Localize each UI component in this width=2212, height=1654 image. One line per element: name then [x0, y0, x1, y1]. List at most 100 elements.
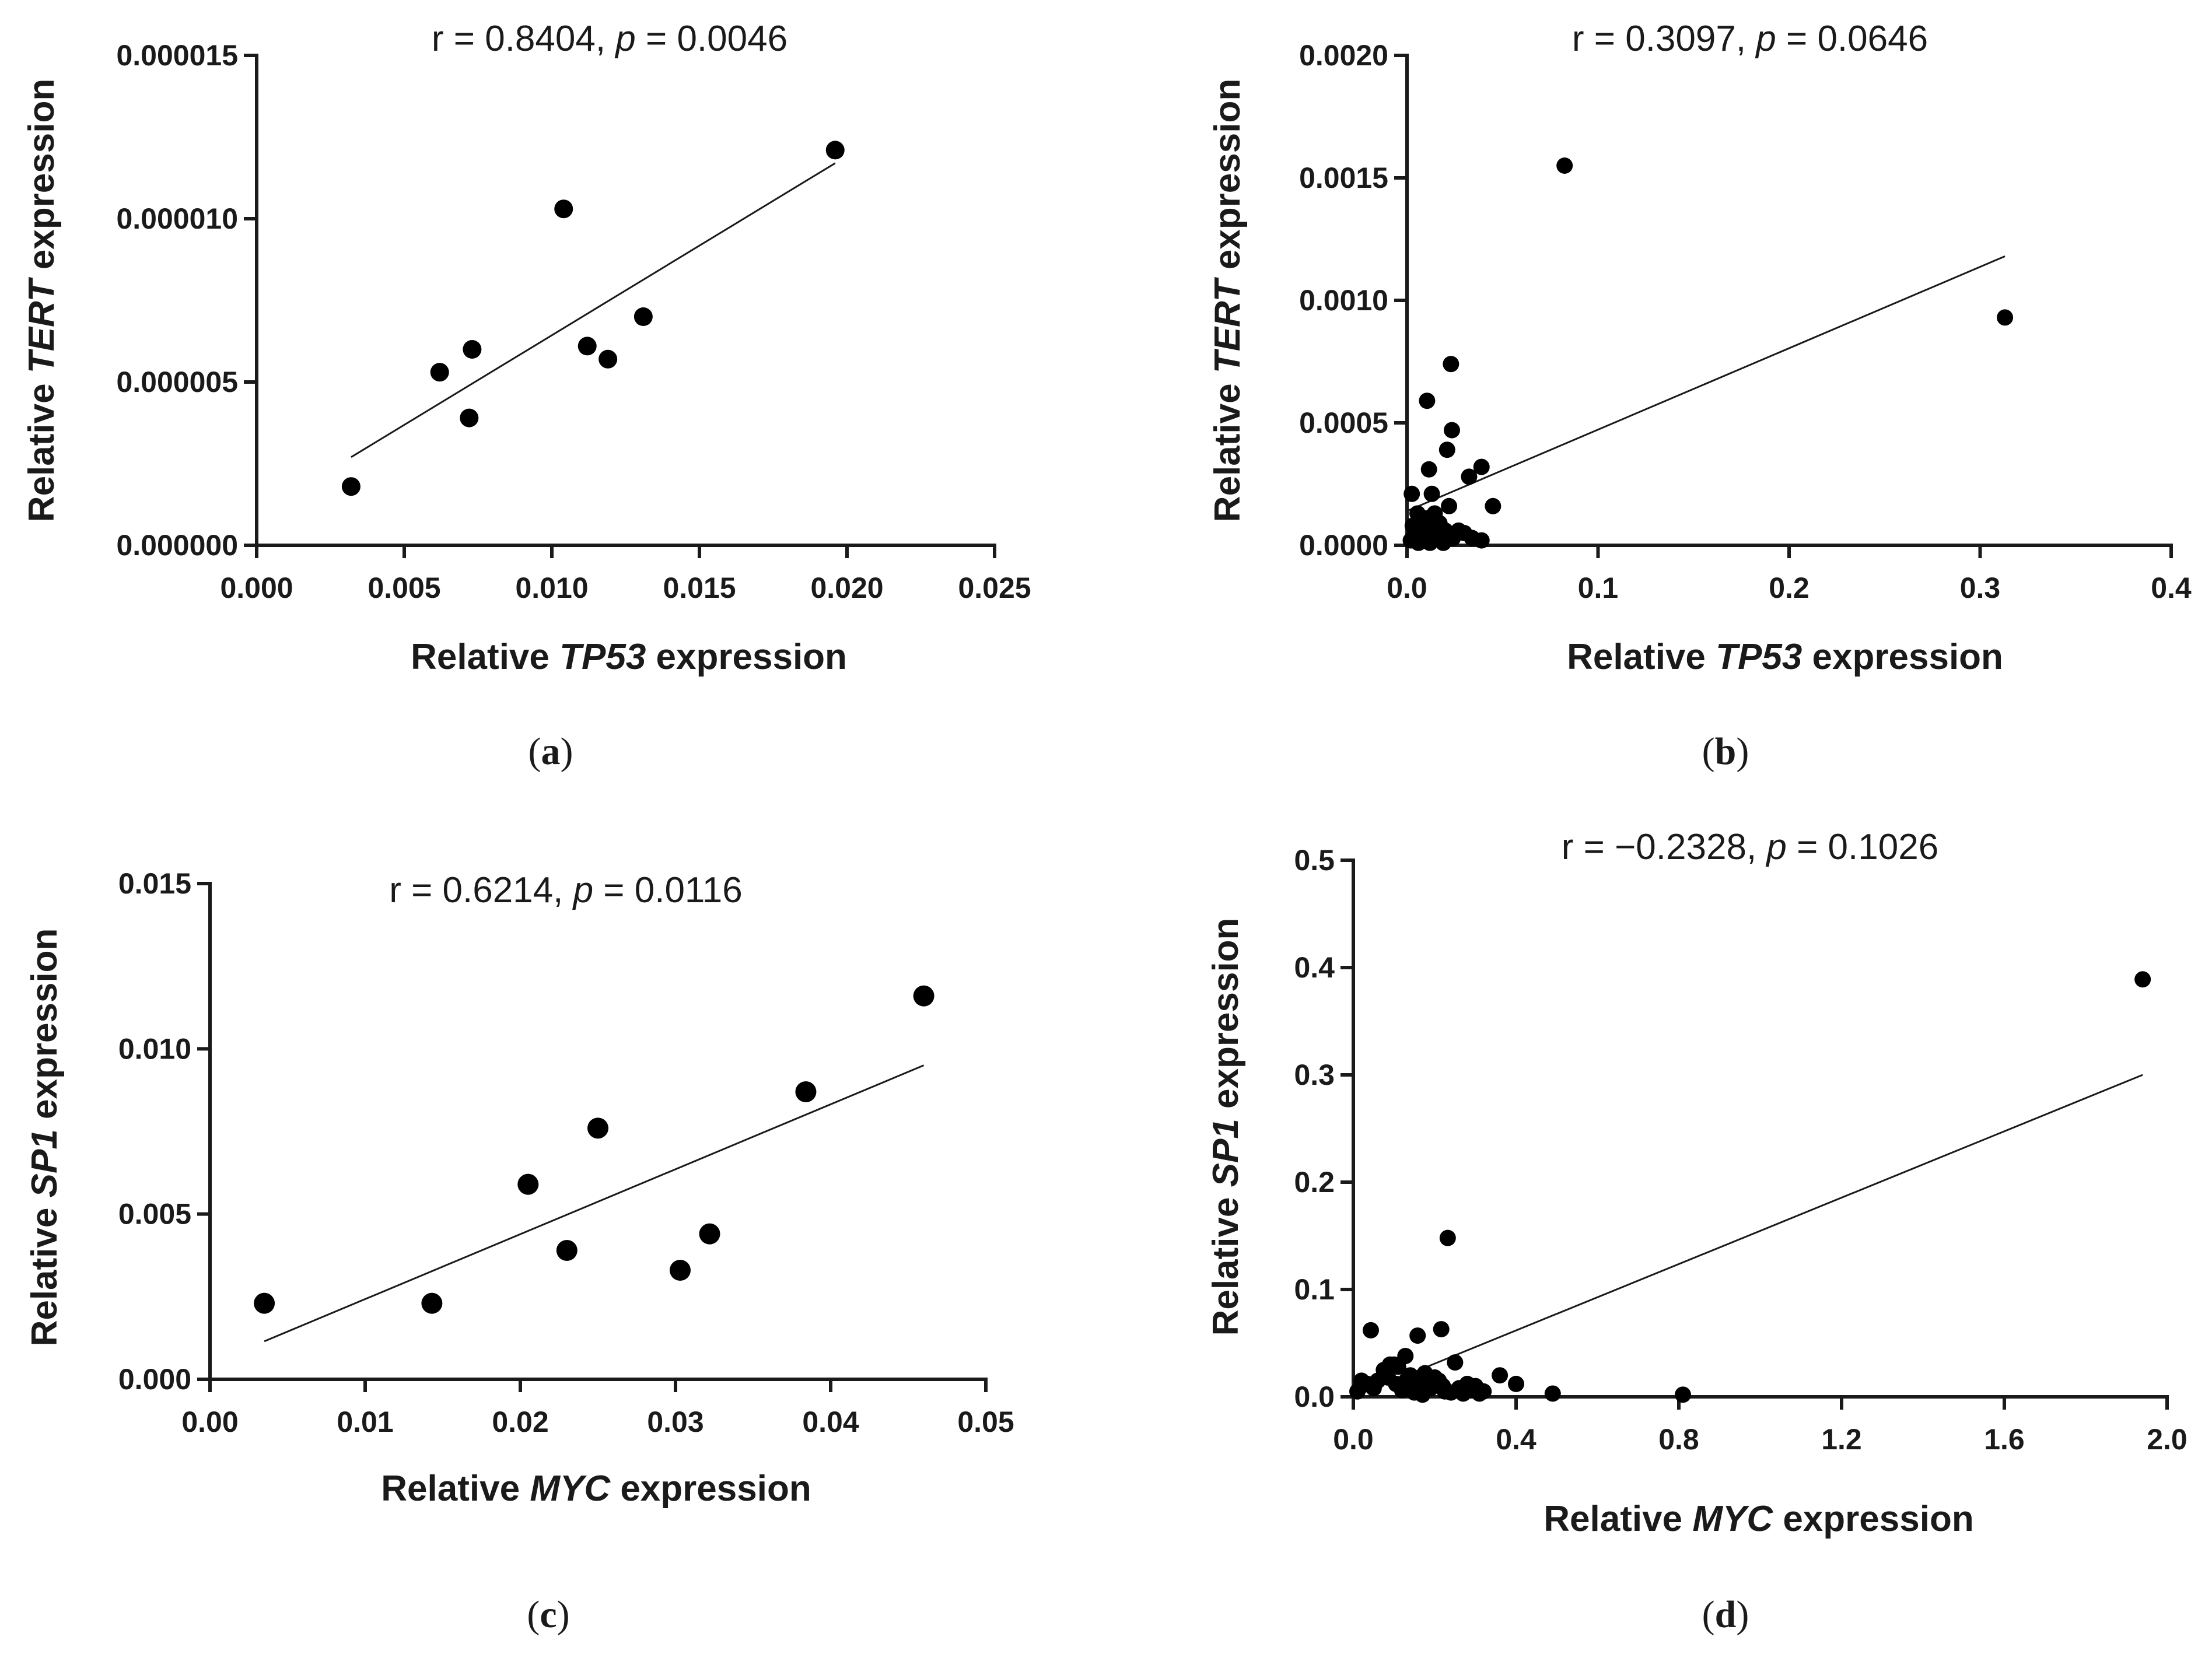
panel-a-data-point: [598, 349, 618, 369]
panel-d-data-point: [1365, 1380, 1382, 1397]
panel-b-data-point: [1419, 393, 1436, 409]
panel-d-data-point: [1492, 1367, 1508, 1384]
panel-c-data-point: [517, 1173, 539, 1195]
panel-d-x-axis-label: Relative MYC expression: [1544, 1499, 1973, 1539]
panel-a-y-tick-label: 0.000000: [116, 529, 238, 562]
panel-c-y-axis-label: Relative SP1 expression: [24, 928, 65, 1347]
panel-d-data-point: [1385, 1356, 1402, 1373]
panel-b-data-point: [1441, 497, 1458, 514]
panel-b-data-point: [1556, 157, 1573, 174]
panel-d-x-tick-label: 0.0: [1333, 1423, 1374, 1456]
panel-c-data-point: [669, 1260, 691, 1281]
panel-d-data-point: [1439, 1229, 1456, 1246]
panel-a-data-point: [554, 199, 573, 219]
panel-d-data-point: [1388, 1375, 1405, 1392]
panel-d-data-point: [1362, 1322, 1379, 1338]
panel-b-x-tick-label: 0.4: [2151, 572, 2192, 604]
panel-d-regression-line: [1353, 1074, 2143, 1398]
panel-c-x-tick-label: 0.03: [647, 1406, 704, 1438]
panel-b-y-tick-label: 0.0010: [1299, 284, 1388, 317]
panel-a-y-tick-label: 0.000005: [116, 366, 238, 398]
panel-b-data-point: [1404, 485, 1420, 502]
panel-d-data-point: [1436, 1383, 1453, 1400]
panel-d-data-point: [1674, 1386, 1691, 1403]
panel-b: r = 0.3097, p = 0.0646 Relative TP53 exp…: [1208, 19, 2192, 773]
panel-a-x-tick-label: 0.015: [663, 572, 736, 604]
panel-d-y-tick-label: 0.5: [1294, 844, 1335, 877]
panel-b-data-point: [1435, 534, 1452, 551]
panel-d-data-point: [1463, 1382, 1480, 1399]
panel-b-data-point: [1461, 468, 1478, 485]
panel-a: r = 0.8404, p = 0.0046 Relative TP53 exp…: [22, 19, 1031, 773]
panel-a-x-tick-label: 0.005: [368, 572, 440, 604]
panel-b-x-tick-label: 0.2: [1769, 572, 1810, 604]
panel-a-y-axis-label: Relative TERT expression: [22, 79, 62, 522]
panel-d-x-tick-label: 1.2: [1821, 1423, 1862, 1456]
panel-b-y-tick-label: 0.0000: [1299, 529, 1388, 562]
panel-d-data-point: [2134, 971, 2151, 988]
panel-b-data-point: [1473, 458, 1490, 475]
panel-c-regression-line: [264, 1064, 925, 1343]
panel-a-regression-line: [351, 162, 836, 458]
panel-b-y-tick-label: 0.0020: [1299, 39, 1388, 72]
panel-b-data-point: [1485, 497, 1502, 514]
panel-d-data-point: [1508, 1375, 1524, 1392]
panel-a-x-tick-label: 0.000: [220, 572, 293, 604]
panel-c-data-point: [421, 1292, 443, 1314]
panel-d-label: (d): [1702, 1593, 1749, 1636]
panel-b-data-point: [1997, 309, 2014, 326]
panel-d-x-tick-label: 1.6: [1984, 1423, 2025, 1456]
panel-c-data-point: [913, 985, 935, 1007]
panel-c-x-tick-label: 0.01: [337, 1406, 393, 1438]
panel-c-data-point: [254, 1292, 275, 1314]
panel-b-x-axis-label: Relative TP53 expression: [1567, 637, 2003, 677]
panel-b-x-tick-label: 0.0: [1387, 572, 1427, 604]
panel-b-regression-line: [1406, 255, 2006, 512]
panel-c-x-tick-label: 0.05: [957, 1406, 1014, 1438]
panel-d-data-point: [1447, 1354, 1464, 1371]
panel-a-data-point: [341, 477, 360, 496]
panel-c-y-tick-label: 0.015: [118, 867, 191, 900]
panel-b-x-tick-label: 0.1: [1578, 572, 1619, 604]
panel-b-data-point: [1473, 532, 1490, 549]
panel-c-data-point: [556, 1240, 578, 1261]
panel-d-x-tick-label: 0.4: [1496, 1423, 1536, 1456]
panel-a-data-point: [463, 340, 482, 359]
panel-b-y-tick-label: 0.0015: [1299, 162, 1388, 194]
panel-b-data-point: [1420, 461, 1437, 478]
panel-d-x-tick-label: 2.0: [2147, 1423, 2188, 1456]
panel-c: r = 0.6214, p = 0.0116 Relative MYC expr…: [24, 867, 1014, 1636]
panel-c-x-tick-label: 0.04: [802, 1406, 859, 1438]
panel-d-data-point: [1420, 1378, 1437, 1394]
panel-b-x-tick-label: 0.3: [1960, 572, 2001, 604]
panel-a-stat-annotation: r = 0.8404, p = 0.0046: [432, 19, 788, 59]
panel-b-data-point: [1422, 534, 1438, 551]
panel-c-label: (c): [527, 1593, 569, 1636]
panel-b-label: (b): [1702, 730, 1749, 773]
panel-d-y-tick-label: 0.1: [1294, 1273, 1335, 1306]
panel-b-data-point: [1443, 356, 1460, 373]
panel-d-data-point: [1433, 1321, 1450, 1338]
panel-b-y-tick-label: 0.0005: [1299, 407, 1388, 439]
panel-c-x-tick-label: 0.00: [181, 1406, 238, 1438]
panel-d-stat-annotation: r = −0.2328, p = 0.1026: [1562, 827, 1938, 867]
panel-c-data-point: [699, 1223, 720, 1245]
panel-d-x-tick-label: 0.8: [1658, 1423, 1699, 1456]
panel-b-data-point: [1438, 441, 1455, 458]
panel-b-stat-annotation: r = 0.3097, p = 0.0646: [1572, 19, 1928, 59]
panel-c-x-axis-label: Relative MYC expression: [381, 1469, 811, 1509]
panel-a-data-point: [578, 337, 597, 356]
panel-c-stat-annotation: r = 0.6214, p = 0.0116: [389, 870, 743, 910]
panel-a-data-point: [634, 307, 653, 326]
panel-a-y-tick-label: 0.000015: [116, 39, 238, 72]
panel-b-data-point: [1423, 485, 1440, 502]
panel-a-x-axis-label: Relative TP53 expression: [411, 637, 847, 677]
panel-d-y-tick-label: 0.4: [1294, 951, 1335, 984]
panel-d-data-point: [1349, 1383, 1366, 1400]
panel-a-data-point: [430, 363, 449, 382]
panel-b-y-axis-label: Relative TERT expression: [1208, 79, 1248, 522]
panel-d-data-point: [1409, 1327, 1426, 1344]
panel-d-y-tick-label: 0.2: [1294, 1166, 1335, 1199]
panel-c-y-tick-label: 0.000: [118, 1363, 191, 1396]
